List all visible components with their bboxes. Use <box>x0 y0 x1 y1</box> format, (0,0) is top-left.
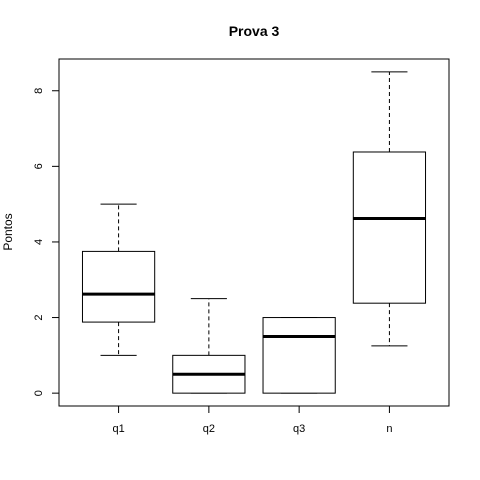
boxes <box>81 71 427 394</box>
y-tick-label: 0 <box>33 390 45 396</box>
x-tick-label-q3: q3 <box>293 423 305 435</box>
box-q2 <box>172 298 246 394</box>
y-axis-label: Pontos <box>1 213 15 250</box>
x-axis: q1 q2 q3 n <box>112 405 392 435</box>
y-tick-label: 6 <box>33 163 45 169</box>
box-n <box>352 71 427 347</box>
y-tick-label: 4 <box>33 239 45 245</box>
y-tick-label: 8 <box>33 88 45 94</box>
y-axis: 0 2 4 6 8 <box>33 88 60 396</box>
iqr-box <box>262 317 336 394</box>
box-q1 <box>81 203 156 356</box>
chart-title: Prova 3 <box>229 23 280 39</box>
iqr-box <box>352 151 427 304</box>
x-tick-label-n: n <box>386 423 392 435</box>
x-tick-label-q1: q1 <box>112 423 124 435</box>
x-tick-label-q2: q2 <box>203 423 215 435</box>
y-tick-label: 2 <box>33 314 45 320</box>
iqr-box <box>81 250 156 323</box>
box-q3 <box>262 317 336 394</box>
